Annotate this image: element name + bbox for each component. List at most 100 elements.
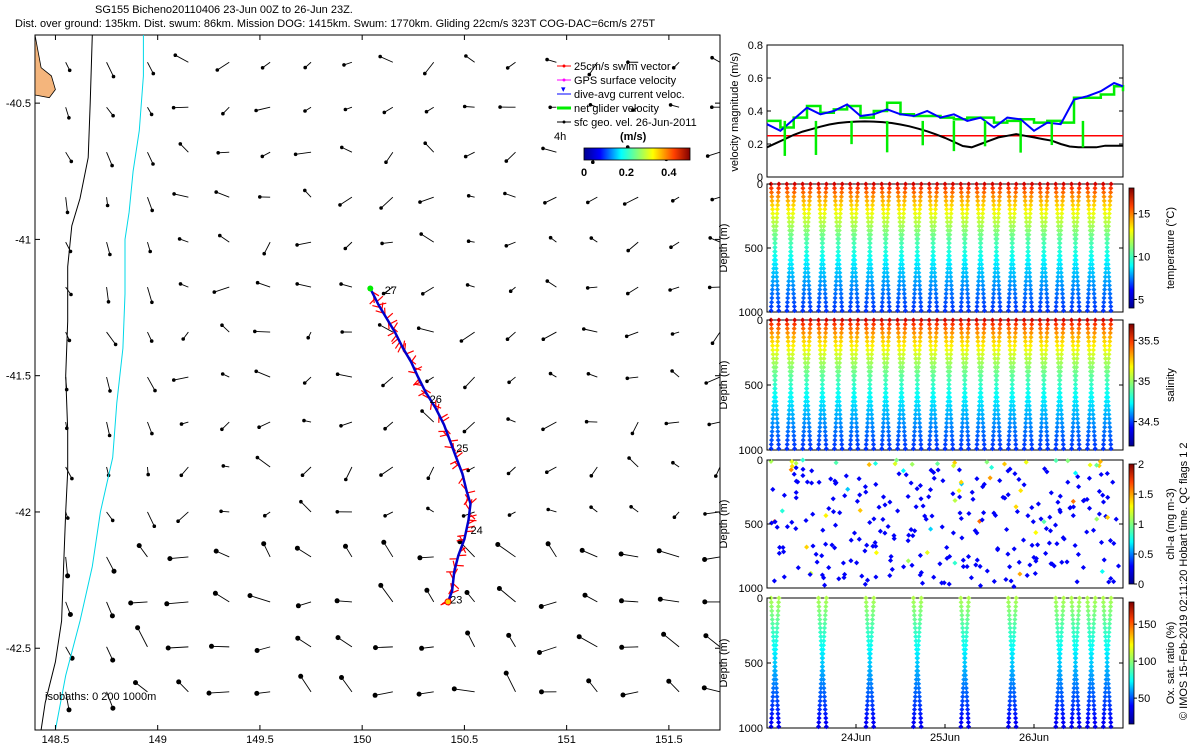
geo-velocity-arrow xyxy=(303,188,312,198)
profile-sample-dot xyxy=(869,274,875,280)
geo-velocity-arrow xyxy=(146,466,150,477)
profile-sample-dot xyxy=(790,202,796,208)
profile-sample-dot xyxy=(931,236,937,242)
profile-sample-dot xyxy=(838,198,844,204)
map-colorbar xyxy=(583,147,691,161)
geo-velocity-arrow xyxy=(707,285,720,290)
profile-sample-dot xyxy=(885,282,891,288)
profile-sample-dot xyxy=(788,236,794,242)
profile-sample-dot xyxy=(895,189,901,195)
profile-sample-dot xyxy=(997,189,1003,195)
velocity-y-tick-label: 0.8 xyxy=(748,40,763,52)
profile-sample-dot xyxy=(786,274,792,280)
profile-sample-dot xyxy=(910,181,916,187)
swim-vector-mark xyxy=(455,564,464,567)
depth-tick-label: 0 xyxy=(757,179,763,191)
profile-sample-dot xyxy=(978,236,984,242)
geo-velocity-arrow xyxy=(707,421,720,427)
geo-velocity-arrow xyxy=(425,376,434,384)
geo-velocity-arrow xyxy=(295,635,312,648)
geo-velocity-arrow xyxy=(136,543,148,558)
legend-geo-velocity: sfc geo. vel. 26-Jun-2011 xyxy=(574,117,697,129)
geo-velocity-arrow xyxy=(548,235,557,243)
geo-velocity-arrow xyxy=(705,151,720,158)
geo-velocity-arrow xyxy=(215,61,230,72)
geo-velocity-arrow xyxy=(106,62,116,79)
velocity-y-label: velocity magnitude (m/s) xyxy=(729,52,741,171)
geo-velocity-arrow xyxy=(626,286,639,296)
profile-sample-dot xyxy=(854,295,860,301)
geo-velocity-arrow xyxy=(498,105,516,109)
profile-sample-dot xyxy=(943,287,949,293)
profile-sample-dot xyxy=(918,299,924,305)
geo-velocity-arrow xyxy=(670,369,680,378)
track-day-label: 25 xyxy=(456,443,468,455)
geo-velocity-arrow xyxy=(464,590,475,603)
time-tick-label: 26Jun xyxy=(1019,732,1049,744)
track-day-label: 23 xyxy=(450,594,462,606)
geo-velocity-arrow xyxy=(106,556,117,574)
geo-velocity-arrow xyxy=(343,543,353,558)
profile-sample-dot xyxy=(958,303,964,310)
profile-sample-dot xyxy=(948,282,954,288)
profile-sample-dot xyxy=(823,303,829,310)
profile-sample-dot xyxy=(818,274,824,280)
profile-sample-dot xyxy=(869,287,875,293)
profile-sample-dot xyxy=(803,249,809,255)
profile-sample-dot xyxy=(917,291,923,297)
geo-velocity-arrow xyxy=(668,286,680,292)
profile-sample-dot xyxy=(772,244,778,250)
swim-vector-mark xyxy=(386,312,394,319)
geo-velocity-arrow xyxy=(671,61,680,70)
profile-sample-dot xyxy=(787,257,793,263)
profile-sample-dot xyxy=(886,185,892,191)
geo-velocity-arrow xyxy=(176,679,189,693)
profile-sample-dot xyxy=(800,194,806,200)
geo-velocity-arrow xyxy=(506,466,516,476)
geo-velocity-arrow xyxy=(128,600,148,606)
swim-vector-mark xyxy=(414,366,423,371)
geo-velocity-arrow xyxy=(295,282,312,288)
geo-velocity-arrow xyxy=(335,635,353,648)
geo-velocity-arrow xyxy=(589,236,598,243)
track-day-label: 26 xyxy=(430,394,442,406)
profile-sample-dot xyxy=(818,265,824,272)
profile-sample-dot xyxy=(961,261,967,267)
profile-sample-dot xyxy=(949,291,955,297)
profile-sample-dot xyxy=(930,240,936,246)
profile-sample-dot xyxy=(944,274,950,280)
profile-sample-dot xyxy=(912,274,919,280)
geo-velocity-arrow xyxy=(421,286,434,296)
geo-velocity-arrow xyxy=(218,233,230,243)
geo-velocity-arrow xyxy=(629,505,639,513)
profile-sample-dot xyxy=(927,189,933,195)
geo-velocity-arrow xyxy=(463,376,475,390)
colorbar-title: (m/s) xyxy=(620,131,647,143)
geo-velocity-arrow xyxy=(254,106,271,113)
geo-velocity-arrow xyxy=(505,331,516,342)
colorbar-tick-label: 150 xyxy=(1138,619,1156,631)
profile-sample-dot xyxy=(885,291,892,297)
geo-velocity-arrow xyxy=(656,548,680,558)
profile-sample-dot xyxy=(868,227,874,234)
profile-sample-dot xyxy=(963,219,969,225)
geo-velocity-arrow xyxy=(545,466,557,475)
profile-sample-dot xyxy=(930,249,936,255)
profile-sample-dot xyxy=(997,181,1003,187)
svg-text:▾: ▾ xyxy=(561,84,566,94)
profile-sample-dot xyxy=(942,303,948,310)
geo-velocity-arrow xyxy=(626,241,639,253)
profile-sample-dot xyxy=(927,295,933,301)
geo-velocity-arrow xyxy=(298,673,312,693)
profile-sample-dot xyxy=(807,295,813,301)
geo-velocity-arrow xyxy=(343,106,353,112)
profile-sample-dot xyxy=(832,198,838,204)
profile-sample-dot xyxy=(807,189,813,195)
geo-velocity-arrow xyxy=(302,418,312,423)
profile-sample-dot xyxy=(962,236,968,242)
profile-sample-dot xyxy=(832,295,838,301)
profile-sample-dot xyxy=(769,287,775,293)
profile-sample-dot xyxy=(775,299,781,305)
